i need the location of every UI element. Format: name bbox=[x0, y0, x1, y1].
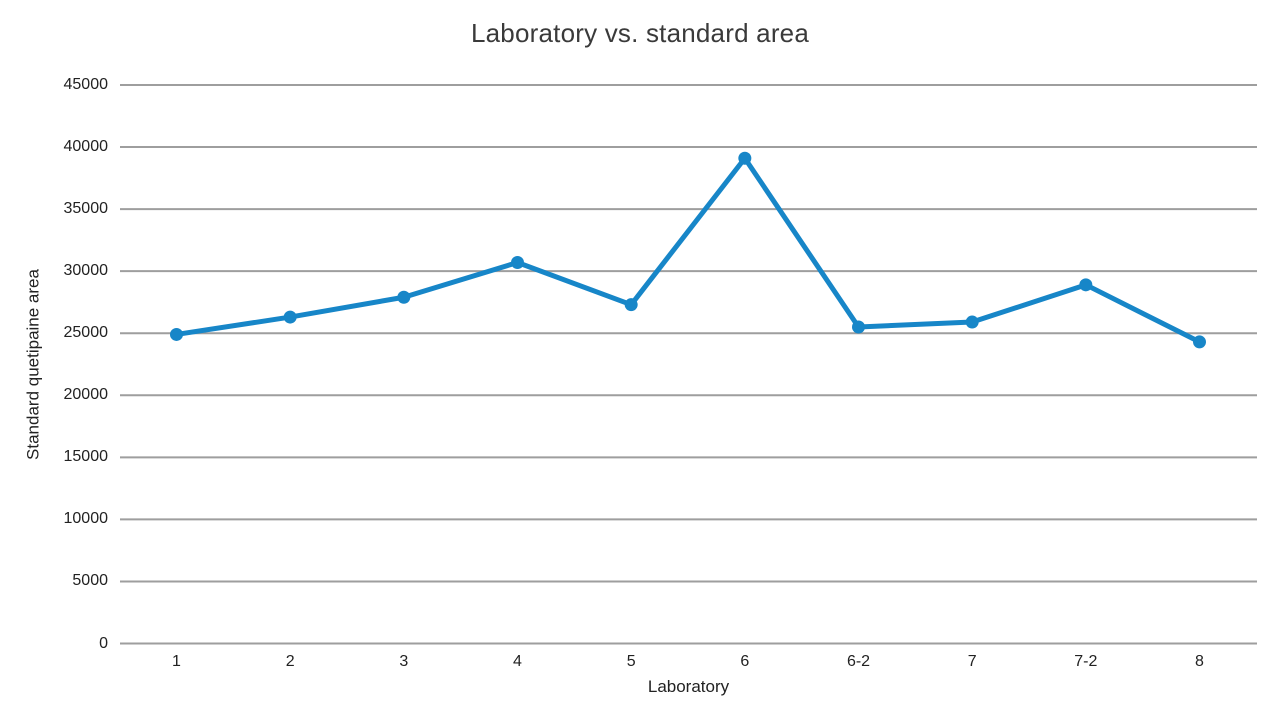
y-tick-label: 10000 bbox=[63, 510, 109, 528]
data-point-marker bbox=[511, 255, 524, 269]
x-tick-label: 7 bbox=[967, 653, 977, 670]
data-point-marker bbox=[283, 310, 297, 324]
x-tick-label: 2 bbox=[285, 653, 295, 670]
y-tick-label: 45000 bbox=[63, 76, 109, 93]
x-tick-label: 3 bbox=[399, 653, 409, 670]
x-tick-label: 7-2 bbox=[1074, 653, 1098, 670]
y-tick-label: 15000 bbox=[63, 448, 109, 466]
y-tick-label: 40000 bbox=[63, 138, 109, 156]
data-point-marker bbox=[624, 298, 638, 312]
y-tick-label: 20000 bbox=[63, 386, 109, 404]
y-tick-label: 25000 bbox=[63, 324, 109, 342]
x-tick-label: 1 bbox=[172, 653, 181, 670]
series-line bbox=[174, 155, 1202, 345]
y-tick-label: 5000 bbox=[72, 572, 108, 590]
x-tick-label: 6-2 bbox=[846, 653, 871, 670]
x-tick-label: 8 bbox=[1195, 653, 1204, 670]
y-tick-label: 35000 bbox=[63, 200, 109, 218]
data-point-marker bbox=[397, 290, 411, 304]
chart-title: Laboratory vs. standard area bbox=[470, 18, 809, 48]
data-point-marker bbox=[1193, 335, 1206, 349]
data-point-marker bbox=[852, 320, 865, 334]
data-point-marker bbox=[965, 315, 979, 329]
x-tick-label: 6 bbox=[740, 653, 750, 670]
data-point-marker bbox=[170, 327, 183, 341]
x-tick-label: 5 bbox=[626, 653, 636, 670]
y-tick-label: 0 bbox=[99, 634, 108, 652]
x-axis-title: Laboratory bbox=[647, 677, 730, 696]
data-point-marker bbox=[1079, 278, 1093, 292]
x-tick-label: 4 bbox=[513, 653, 522, 670]
y-tick-label: 30000 bbox=[63, 262, 109, 280]
data-point-marker bbox=[738, 151, 752, 165]
